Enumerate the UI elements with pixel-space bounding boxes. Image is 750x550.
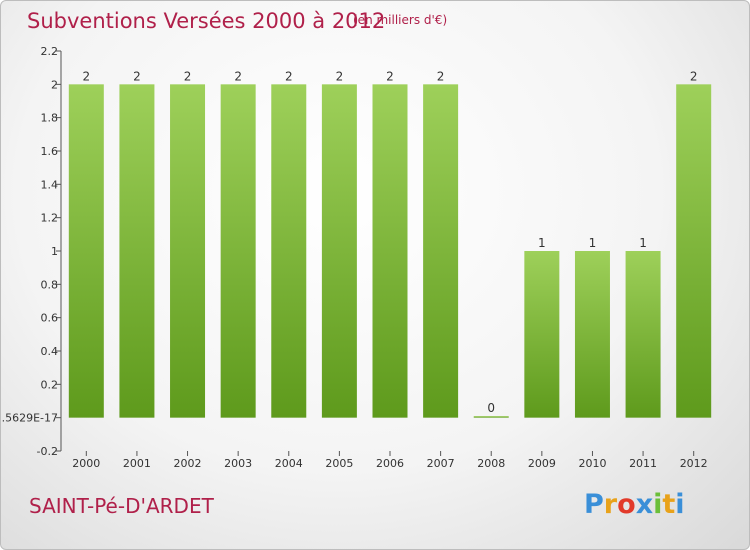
bar-2005 — [321, 84, 357, 418]
x-tick-label-2007: 2007 — [427, 457, 455, 470]
data-label-2005: 2 — [336, 69, 344, 83]
x-tick-label-2006: 2006 — [376, 457, 404, 470]
logo-letter: o — [617, 489, 636, 520]
logo-letter: P — [584, 489, 604, 520]
x-tick-label-2012: 2012 — [680, 457, 708, 470]
y-tick-label: 0.8 — [41, 278, 59, 291]
x-tick-label-2008: 2008 — [477, 457, 505, 470]
y-tick-label: 0.6 — [41, 312, 59, 325]
y-tick-label: 1 — [51, 245, 58, 258]
y-tick-label: 1.2 — [41, 212, 59, 225]
proxiti-logo[interactable]: Proxiti — [584, 489, 685, 520]
data-label-2001: 2 — [133, 69, 141, 83]
data-label-2012: 2 — [690, 69, 698, 83]
y-tick-label: 2.2 — [41, 45, 59, 58]
bar-2010 — [574, 251, 610, 418]
y-tick-label: 0.4 — [41, 345, 59, 358]
bar-2011 — [625, 251, 661, 418]
x-tick-label-2000: 2000 — [72, 457, 100, 470]
logo-letter: t — [662, 489, 676, 520]
data-label-2009: 1 — [538, 236, 546, 250]
y-tick-label: 0.2 — [41, 378, 59, 391]
commune-name: SAINT-Pé-D'ARDET — [29, 494, 214, 518]
x-tick-label-2004: 2004 — [275, 457, 303, 470]
y-tick-label: -0.2 — [37, 445, 58, 458]
bar-2001 — [119, 84, 155, 418]
x-tick-label-2001: 2001 — [123, 457, 151, 470]
bar-2003 — [220, 84, 256, 418]
y-tick-label: 2 — [51, 78, 58, 91]
data-label-2007: 2 — [437, 69, 445, 83]
x-tick-label-2002: 2002 — [174, 457, 202, 470]
y-tick-label: -1.5629E-17 — [1, 412, 58, 425]
y-tick-label: 1.8 — [41, 112, 59, 125]
data-label-2011: 1 — [639, 236, 647, 250]
data-label-2010: 1 — [589, 236, 597, 250]
data-label-2003: 2 — [234, 69, 242, 83]
x-tick-label-2005: 2005 — [325, 457, 353, 470]
bar-2004 — [271, 84, 307, 418]
x-tick-label-2009: 2009 — [528, 457, 556, 470]
data-label-2002: 2 — [184, 69, 192, 83]
bar-2002 — [170, 84, 206, 418]
bar-2012 — [676, 84, 712, 418]
y-tick-label: 1.6 — [41, 145, 59, 158]
bar-2000 — [68, 84, 104, 418]
chart-title: Subventions Versées 2000 à 2012 — [27, 9, 386, 33]
logo-letter: r — [603, 489, 618, 520]
bar-2006 — [372, 84, 408, 418]
x-tick-label-2003: 2003 — [224, 457, 252, 470]
logo-letter: i — [653, 489, 663, 520]
data-label-2000: 2 — [82, 69, 90, 83]
data-label-2008: 0 — [487, 401, 495, 415]
bar-2007 — [423, 84, 459, 418]
chart-unit-label: (en milliers d'€) — [353, 13, 448, 27]
x-tick-label-2011: 2011 — [629, 457, 657, 470]
logo-letter: i — [675, 489, 685, 520]
bar-2008 — [473, 416, 509, 418]
data-label-2004: 2 — [285, 69, 293, 83]
y-tick-label: 1.4 — [41, 178, 59, 191]
data-label-2006: 2 — [386, 69, 394, 83]
x-tick-label-2010: 2010 — [578, 457, 606, 470]
bar-2009 — [524, 251, 560, 418]
logo-letter: x — [635, 489, 654, 520]
